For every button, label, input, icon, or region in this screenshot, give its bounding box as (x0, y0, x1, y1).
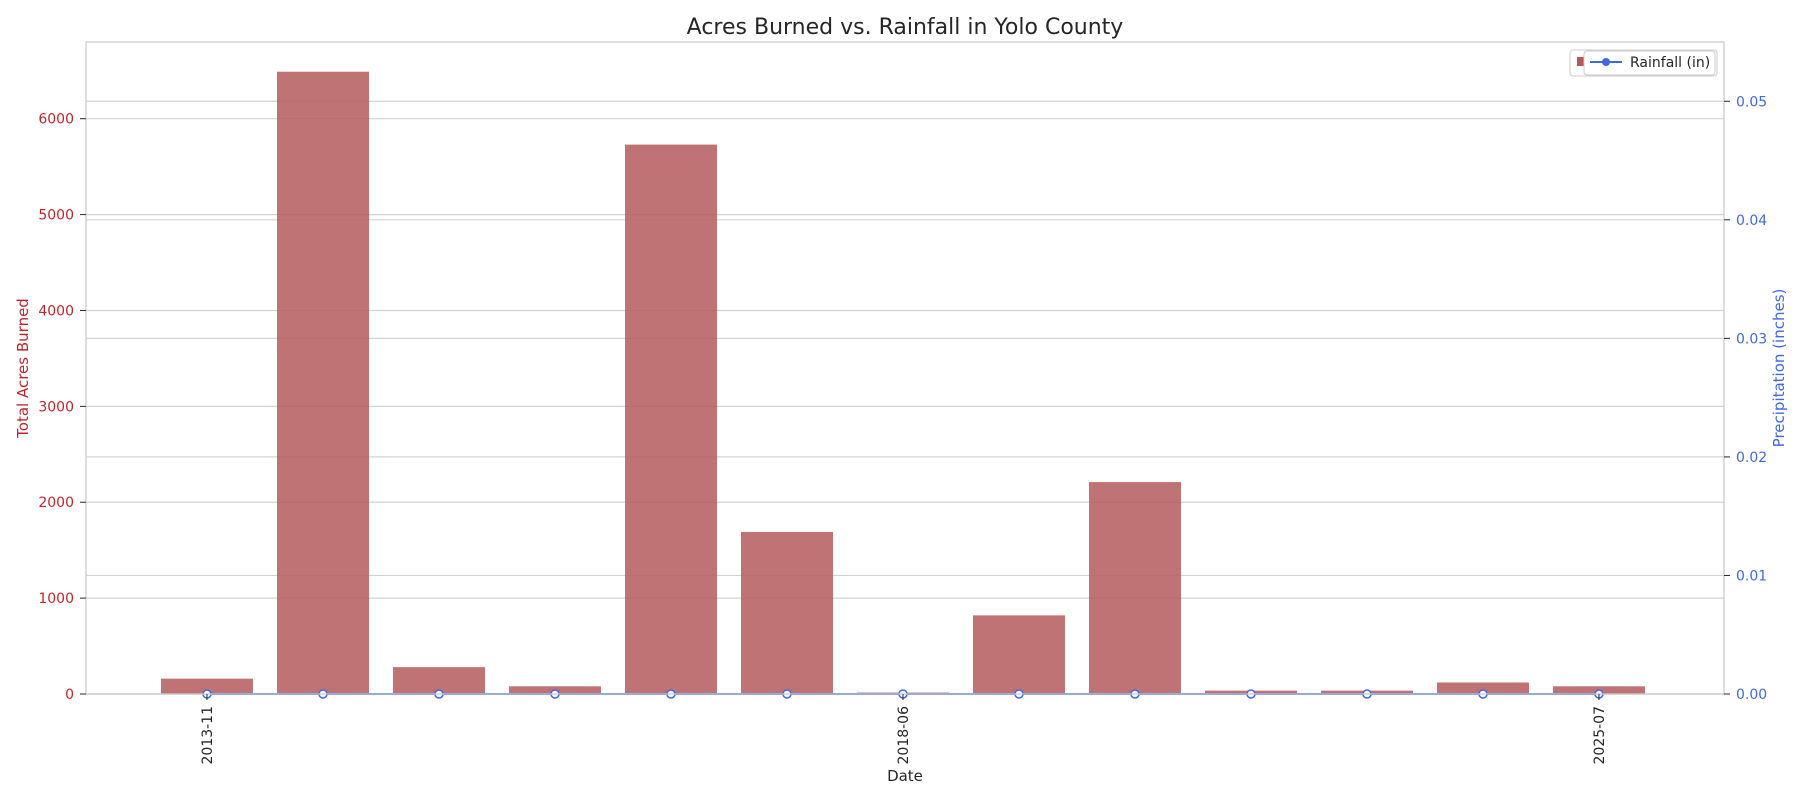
left-tick-label: 6000 (38, 112, 74, 128)
left-axis-label: Total Acres Burned (14, 298, 32, 439)
x-tick-label: 2018-06 (896, 706, 912, 765)
bar (973, 615, 1065, 694)
x-tick-label: 2025-07 (1592, 706, 1608, 765)
legend-rain-entry-box (1583, 50, 1716, 76)
bar (161, 678, 253, 694)
right-tick-label: 0.01 (1736, 568, 1767, 584)
right-tick-label: 0.04 (1736, 213, 1767, 229)
bar (277, 71, 369, 695)
chart-title: Acres Burned vs. Rainfall in Yolo County (687, 15, 1124, 40)
left-tick-label: 0 (65, 687, 74, 703)
legend-bar-swatch (1577, 57, 1586, 66)
legend-rain-label: Rainfall (in) (1630, 55, 1710, 71)
bar (741, 531, 833, 694)
left-tick-label: 1000 (38, 591, 74, 607)
left-tick-label: 2000 (38, 495, 74, 511)
legend-rain-marker (1602, 58, 1610, 66)
left-tick-label: 3000 (38, 399, 74, 415)
left-axis: 0 1000 2000 3000 4000 5000 6000 (38, 112, 86, 703)
bar (1089, 482, 1181, 694)
plot-frame (85, 41, 1725, 695)
x-tick-label: 2013-11 (200, 706, 216, 765)
right-axis: 0.00 0.01 0.02 0.03 0.04 0.05 (1724, 94, 1767, 703)
left-tick-label: 4000 (38, 303, 74, 319)
x-axis: 2013-11 2018-06 2025-07 (200, 694, 1608, 765)
legend: Rainfall (in) (1569, 49, 1718, 77)
bar (1437, 682, 1529, 694)
bar (625, 144, 717, 694)
bars-group (161, 71, 1645, 695)
x-axis-label: Date (887, 767, 923, 785)
right-axis-label: Precipitation (inches) (1770, 289, 1788, 448)
right-tick-label: 0.05 (1736, 94, 1767, 110)
right-tick-label: 0.02 (1736, 450, 1767, 466)
right-tick-label: 0.03 (1736, 331, 1767, 347)
right-tick-label: 0.00 (1736, 687, 1767, 703)
left-tick-label: 5000 (38, 208, 74, 224)
